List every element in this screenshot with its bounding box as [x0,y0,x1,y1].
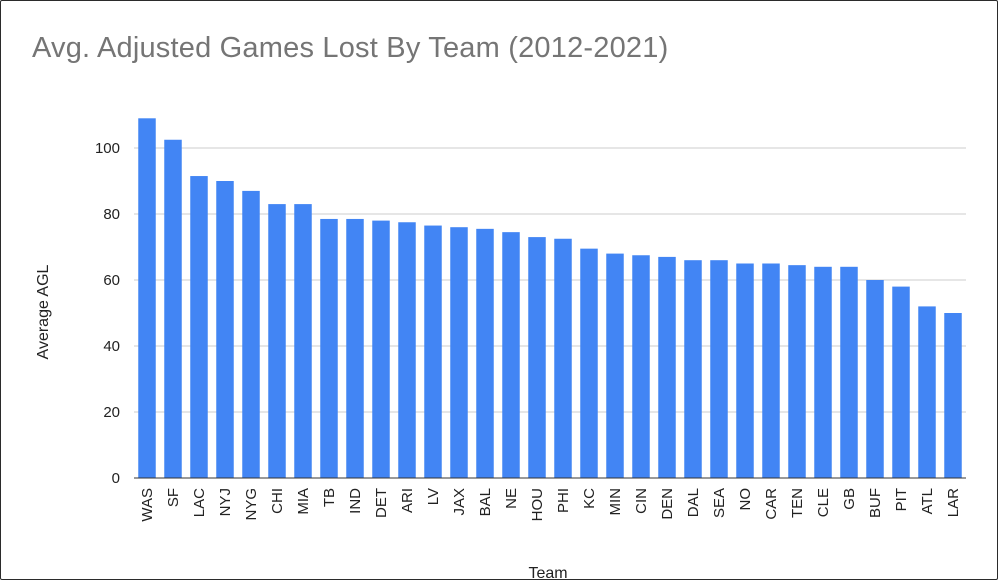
bar-hou [528,237,546,478]
x-tick-label: LAR [945,488,962,517]
x-tick-label: DEN [659,488,676,520]
bar-kc [580,248,598,478]
x-tick-label: CAR [763,488,780,520]
bar-det [372,220,390,478]
bar-atl [918,306,936,478]
x-tick-label: BUF [867,488,884,518]
x-axis-ticks: WAS SF LAC NYJ NYG CHI MIA TB IND DET ARI LV JAX BAL N… [139,488,962,522]
bars [138,118,962,479]
bar-pit [892,286,910,478]
bar-dal [684,260,702,478]
y-tick-label: 20 [103,404,120,421]
x-tick-label: BAL [477,488,494,516]
x-tick-label: TB [321,488,338,507]
bar-tb [320,218,338,478]
x-tick-label: TEN [789,488,806,518]
bar-mia [294,204,312,478]
x-tick-label: WAS [139,488,156,522]
x-tick-label: ARI [399,488,416,513]
x-tick-label: NO [737,488,754,511]
bar-ari [398,222,416,478]
x-axis-title: Team [528,565,567,582]
x-tick-label: KC [581,488,598,509]
bar-no [736,263,754,478]
bar-buf [866,280,884,478]
x-tick-label: ATL [919,488,936,514]
x-tick-label: GB [841,488,858,510]
x-tick-label: HOU [529,488,546,521]
bar-car [762,263,780,478]
y-tick-label: 60 [103,272,120,289]
y-axis-ticks: 0 20 40 60 80 100 [95,140,120,487]
bar-was [138,118,156,479]
bar-bal [476,228,494,478]
bar-den [658,256,676,478]
x-tick-label: IND [347,488,364,514]
bar-lar [944,313,962,478]
x-tick-label: CLE [815,488,832,517]
bar-lv [424,225,442,478]
bar-gb [840,266,858,478]
x-tick-label: DAL [685,488,702,517]
y-tick-label: 80 [103,206,120,223]
bar-jax [450,227,468,478]
bar-phi [554,238,572,478]
x-tick-label: MIA [295,488,312,515]
x-tick-label: NYJ [217,488,234,516]
x-tick-label: CIN [633,488,650,514]
bar-sea [710,260,728,478]
chart-title: Avg. Adjusted Games Lost By Team (2012-2… [32,32,669,64]
bar-ne [502,232,520,478]
x-tick-label: JAX [451,488,468,516]
x-tick-label: DET [373,488,390,518]
x-tick-label: SEA [711,488,728,518]
y-tick-label: 0 [112,470,120,487]
bar-chi [268,204,286,478]
bar-min [606,253,624,478]
bar-sf [164,139,182,478]
x-tick-label: LAC [191,488,208,517]
bar-nyg [242,190,260,478]
bar-cin [632,255,650,478]
x-tick-label: NE [503,488,520,509]
x-tick-label: SF [165,488,182,507]
x-tick-label: PHI [555,488,572,513]
y-tick-label: 40 [103,338,120,355]
y-axis-title: Average AGL [35,264,52,359]
bar-nyj [216,181,234,478]
bar-ten [788,265,806,478]
x-tick-label: PIT [893,488,910,511]
x-tick-label: CHI [269,488,286,514]
x-tick-label: LV [425,488,442,505]
bar-ind [346,218,364,478]
bar-cle [814,266,832,478]
x-tick-label: MIN [607,488,624,516]
bar-lac [190,176,208,479]
x-tick-label: NYG [243,488,260,521]
y-tick-label: 100 [95,140,120,157]
